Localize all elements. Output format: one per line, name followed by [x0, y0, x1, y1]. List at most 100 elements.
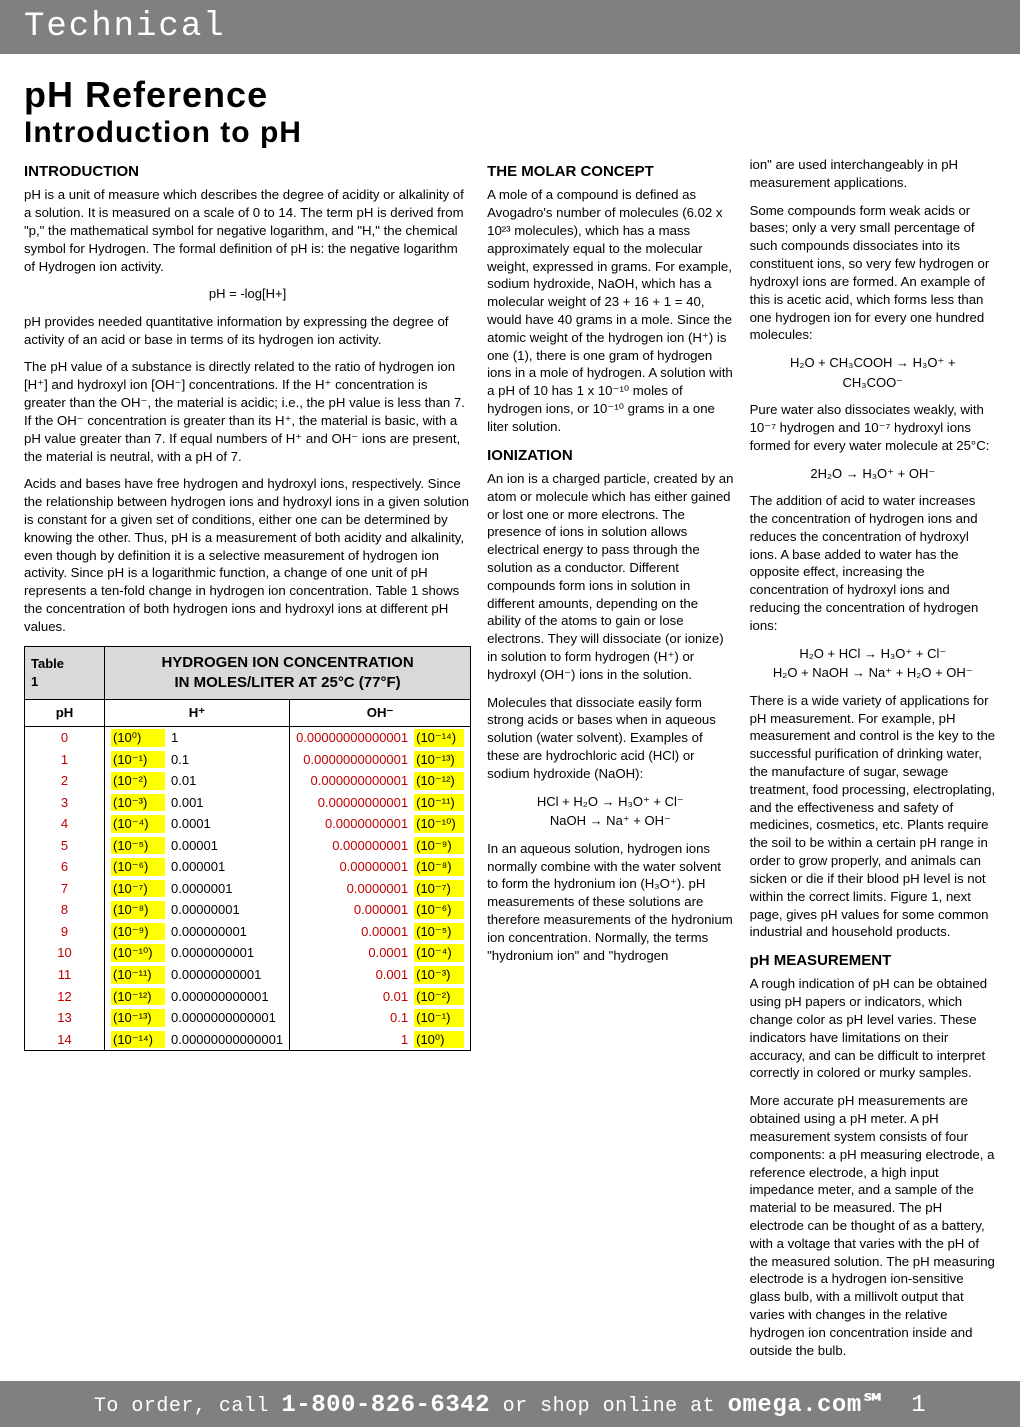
- table-row: 11(10⁻¹¹)0.000000000010.001(10⁻³): [25, 964, 471, 986]
- main-title: pH Reference: [24, 74, 996, 116]
- cell-ph: 7: [25, 878, 105, 900]
- intro-p1: pH is a unit of measure which describes …: [24, 186, 471, 275]
- equation-naoh: NaOH → Na⁺ + OH⁻: [487, 812, 733, 830]
- footer-page: 1: [911, 1392, 926, 1419]
- cell-hplus: (10⁻¹⁰)0.0000000001: [105, 942, 290, 964]
- footer-mid: or shop online at: [503, 1395, 728, 1418]
- cell-hplus: (10⁻¹)0.1: [105, 749, 290, 771]
- cell-oh: 0.001(10⁻³): [290, 964, 471, 986]
- c3-p4: The addition of acid to water increases …: [750, 492, 996, 635]
- footer-phone: 1-800-826-6342: [281, 1392, 490, 1419]
- heading-ionization: IONIZATION: [487, 446, 733, 466]
- table-row: 1(10⁻¹)0.10.0000000000001(10⁻¹³): [25, 749, 471, 771]
- cell-hplus: (10⁻⁵)0.00001: [105, 835, 290, 857]
- cell-hplus: (10⁻⁸)0.00000001: [105, 899, 290, 921]
- equation-acetic-1: H₂O + CH₃COOH → H₃O⁺ +: [750, 354, 996, 372]
- equation-hcl2: H₂O + HCl → H₃O⁺ + Cl⁻: [750, 645, 996, 663]
- c3-p1: ion" are used interchangeably in pH meas…: [750, 156, 996, 192]
- cell-oh: 0.1(10⁻¹): [290, 1007, 471, 1029]
- cell-hplus: (10⁻²)0.01: [105, 770, 290, 792]
- table-row: 9(10⁻⁹)0.0000000010.00001(10⁻⁵): [25, 921, 471, 943]
- c3-p2: Some compounds form weak acids or bases;…: [750, 202, 996, 345]
- table-row: 5(10⁻⁵)0.000010.000000001(10⁻⁹): [25, 835, 471, 857]
- ion-p3: In an aqueous solution, hydrogen ions no…: [487, 840, 733, 965]
- table-row: 7(10⁻⁷)0.00000010.0000001(10⁻⁷): [25, 878, 471, 900]
- th-ph: pH: [25, 700, 105, 727]
- section-title: Technical: [24, 8, 226, 46]
- cell-oh: 0.000001(10⁻⁶): [290, 899, 471, 921]
- heading-measurement: pH MEASUREMENT: [750, 951, 996, 971]
- cell-hplus: (10⁻⁷)0.0000001: [105, 878, 290, 900]
- cell-hplus: (10⁻⁴)0.0001: [105, 813, 290, 835]
- cell-hplus: (10⁻¹¹)0.00000000001: [105, 964, 290, 986]
- cell-oh: 0.000000001(10⁻⁹): [290, 835, 471, 857]
- subtitle: Introduction to pH: [24, 116, 996, 150]
- c3-p6: A rough indication of pH can be obtained…: [750, 975, 996, 1082]
- footer-pre: To order, call: [94, 1395, 282, 1418]
- table-row: 4(10⁻⁴)0.00010.0000000001(10⁻¹⁰): [25, 813, 471, 835]
- column-1: INTRODUCTION pH is a unit of measure whi…: [24, 156, 471, 1369]
- cell-ph: 3: [25, 792, 105, 814]
- cell-ph: 14: [25, 1029, 105, 1051]
- cell-oh: 0.0001(10⁻⁴): [290, 942, 471, 964]
- c3-p5: There is a wide variety of applications …: [750, 692, 996, 941]
- c3-p7: More accurate pH measurements are obtain…: [750, 1092, 996, 1359]
- cell-ph: 8: [25, 899, 105, 921]
- equation-ph-def: pH = -log[H+]: [24, 285, 471, 303]
- cell-ph: 2: [25, 770, 105, 792]
- table-row: 10(10⁻¹⁰)0.00000000010.0001(10⁻⁴): [25, 942, 471, 964]
- cell-hplus: (10⁻⁹)0.000000001: [105, 921, 290, 943]
- cell-hplus: (10⁰)1: [105, 726, 290, 748]
- table-row: 3(10⁻³)0.0010.00000000001(10⁻¹¹): [25, 792, 471, 814]
- cell-ph: 0: [25, 726, 105, 748]
- cell-hplus: (10⁻¹³)0.0000000000001: [105, 1007, 290, 1029]
- cell-ph: 5: [25, 835, 105, 857]
- cell-oh: 0.01(10⁻²): [290, 986, 471, 1008]
- footer-bar: To order, call 1-800-826-6342 or shop on…: [0, 1381, 1020, 1427]
- cell-ph: 10: [25, 942, 105, 964]
- hion-table-wrap: Table 1 HYDROGEN ION CONCENTRATION IN MO…: [24, 646, 471, 1052]
- hion-table: Table 1 HYDROGEN ION CONCENTRATION IN MO…: [24, 646, 471, 1052]
- equation-acetic-2: CH₃COO⁻: [750, 374, 996, 392]
- cell-hplus: (10⁻⁶)0.000001: [105, 856, 290, 878]
- equation-hcl: HCl + H₂O → H₃O⁺ + Cl⁻: [487, 793, 733, 811]
- cell-ph: 4: [25, 813, 105, 835]
- table-row: 0(10⁰)10.00000000000001(10⁻¹⁴): [25, 726, 471, 748]
- footer-site: omega.com℠: [728, 1392, 887, 1419]
- table-row: 2(10⁻²)0.010.000000000001(10⁻¹²): [25, 770, 471, 792]
- cell-oh: 0.00000001(10⁻⁸): [290, 856, 471, 878]
- table-row: 6(10⁻⁶)0.0000010.00000001(10⁻⁸): [25, 856, 471, 878]
- cell-ph: 1: [25, 749, 105, 771]
- molar-p1: A mole of a compound is defined as Avoga…: [487, 186, 733, 435]
- cell-oh: 0.0000000001(10⁻¹⁰): [290, 813, 471, 835]
- cell-ph: 9: [25, 921, 105, 943]
- cell-ph: 13: [25, 1007, 105, 1029]
- column-2: THE MOLAR CONCEPT A mole of a compound i…: [487, 156, 733, 1369]
- table-title: HYDROGEN ION CONCENTRATION IN MOLES/LITE…: [105, 646, 471, 700]
- th-hplus: H⁺: [105, 700, 290, 727]
- intro-p4: Acids and bases have free hydrogen and h…: [24, 475, 471, 635]
- columns: INTRODUCTION pH is a unit of measure whi…: [24, 156, 996, 1369]
- cell-hplus: (10⁻¹²)0.000000000001: [105, 986, 290, 1008]
- cell-ph: 12: [25, 986, 105, 1008]
- heading-molar: THE MOLAR CONCEPT: [487, 162, 733, 182]
- cell-oh: 0.000000000001(10⁻¹²): [290, 770, 471, 792]
- cell-hplus: (10⁻¹⁴)0.00000000000001: [105, 1029, 290, 1051]
- table-row: 8(10⁻⁸)0.000000010.000001(10⁻⁶): [25, 899, 471, 921]
- page-content: pH Reference Introduction to pH INTRODUC…: [0, 54, 1020, 1369]
- cell-oh: 0.00001(10⁻⁵): [290, 921, 471, 943]
- equation-water: 2H₂O → H₃O⁺ + OH⁻: [750, 465, 996, 483]
- th-oh: OH⁻: [290, 700, 471, 727]
- cell-hplus: (10⁻³)0.001: [105, 792, 290, 814]
- table-row: 12(10⁻¹²)0.0000000000010.01(10⁻²): [25, 986, 471, 1008]
- equation-naoh2: H₂O + NaOH → Na⁺ + H₂O + OH⁻: [750, 664, 996, 682]
- cell-ph: 6: [25, 856, 105, 878]
- cell-oh: 0.0000001(10⁻⁷): [290, 878, 471, 900]
- heading-introduction: INTRODUCTION: [24, 162, 471, 182]
- table-label: Table 1: [25, 646, 105, 700]
- cell-oh: 1(10⁰): [290, 1029, 471, 1051]
- cell-oh: 0.00000000001(10⁻¹¹): [290, 792, 471, 814]
- cell-oh: 0.00000000000001(10⁻¹⁴): [290, 726, 471, 748]
- cell-ph: 11: [25, 964, 105, 986]
- table-row: 14(10⁻¹⁴)0.000000000000011(10⁰): [25, 1029, 471, 1051]
